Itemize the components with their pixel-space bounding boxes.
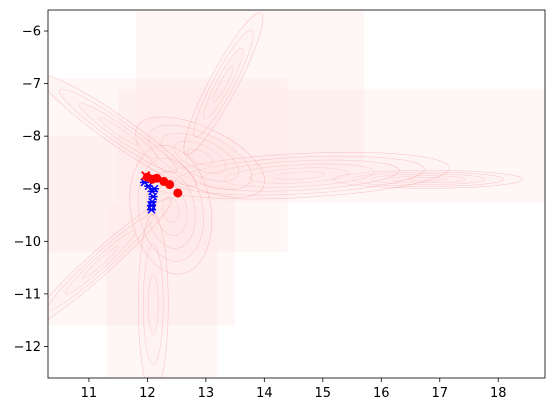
contour-line [82, 246, 119, 279]
y-tick-label: −7 [22, 77, 41, 92]
data-points [139, 170, 183, 214]
y-tick-label: −8 [22, 130, 41, 145]
contour-line [78, 102, 158, 160]
contour-line [174, 155, 425, 196]
red-point [165, 180, 175, 190]
density-region [135, 10, 364, 168]
contour-line [160, 132, 240, 182]
y-tick-label: −6 [22, 25, 41, 40]
contour-line [64, 229, 137, 295]
density-region [48, 78, 288, 252]
blue-point [149, 184, 159, 193]
contour-line [148, 124, 253, 190]
contour-line [183, 12, 264, 155]
x-tick-label: 12 [139, 386, 156, 401]
contour-line [408, 177, 448, 182]
contour-line [135, 116, 265, 198]
x-tick-label: 13 [198, 386, 215, 401]
y-axis: −6 −7 −8 −9 −10 −11 −12 [14, 25, 48, 355]
x-tick-label: 15 [315, 386, 332, 401]
y-tick-label: −10 [14, 235, 41, 250]
contour-line [48, 197, 172, 327]
contour-line [142, 244, 164, 365]
contour-line [193, 30, 254, 138]
x-tick-label: 18 [490, 386, 507, 401]
contour-line [370, 173, 486, 185]
contour-line [48, 74, 197, 187]
y-tick-label: −9 [22, 182, 41, 197]
contour-line [249, 167, 350, 184]
density-region [48, 136, 236, 326]
contour-line [149, 152, 450, 200]
contour-line [351, 171, 505, 187]
red-point [152, 173, 162, 183]
contour-line [199, 159, 400, 192]
blue-point [146, 205, 156, 214]
density-contours [48, 10, 545, 378]
contour-line [59, 88, 178, 173]
density-region [106, 204, 218, 378]
red-x-marker [141, 170, 151, 181]
y-tick-label: −12 [14, 340, 41, 355]
contour-line [98, 116, 138, 146]
contour-line [332, 170, 524, 189]
density-region [118, 88, 545, 202]
contour-line [274, 171, 325, 180]
y-tick-label: −11 [14, 287, 41, 302]
contour-line [48, 213, 155, 311]
contour-line [203, 47, 244, 120]
x-axis: 11 12 13 14 15 16 17 18 [81, 378, 507, 401]
contour-line [147, 274, 159, 335]
contour-line [173, 140, 227, 174]
contour-line [145, 170, 196, 249]
contour-line [162, 196, 180, 223]
contour-line [224, 163, 375, 188]
contour-line [137, 158, 204, 262]
contour-line [138, 214, 169, 378]
red-point [173, 188, 183, 198]
x-tick-label: 11 [81, 386, 98, 401]
contour-line [213, 65, 234, 102]
plot-frame [47, 9, 546, 379]
contour-line [389, 175, 467, 184]
x-tick-label: 14 [256, 386, 273, 401]
x-tick-label: 17 [431, 386, 448, 401]
x-tick-label: 16 [373, 386, 390, 401]
contour-line [186, 148, 214, 166]
